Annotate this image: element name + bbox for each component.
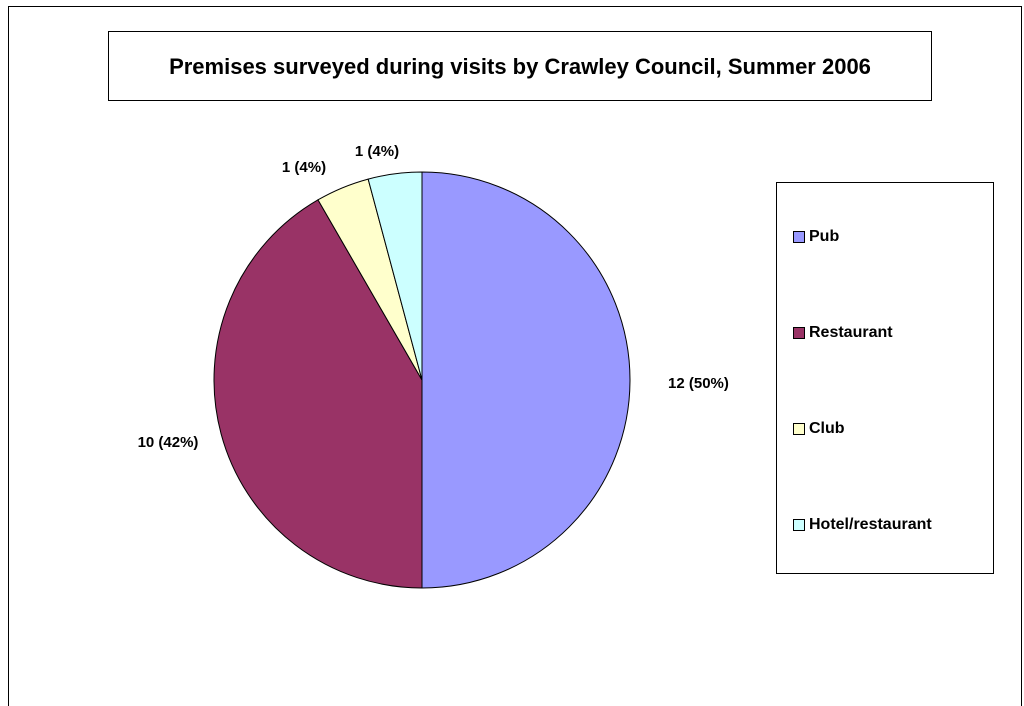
- chart-title: Premises surveyed during visits by Crawl…: [169, 53, 871, 79]
- data-label-restaurant: 10 (42%): [138, 434, 199, 451]
- legend-swatch-restaurant: [793, 327, 805, 339]
- legend-swatch-hotel-restaurant: [793, 519, 805, 531]
- data-label-pub: 12 (50%): [668, 375, 729, 392]
- legend-item-pub: Pub: [793, 227, 839, 247]
- data-label-club: 1 (4%): [282, 159, 326, 176]
- legend-label-club: Club: [809, 420, 845, 437]
- legend-swatch-club: [793, 423, 805, 435]
- legend-label-pub: Pub: [809, 228, 840, 245]
- data-label-hotel-restaurant: 1 (4%): [355, 143, 399, 160]
- chart-title-box: Premises surveyed during visits by Crawl…: [108, 31, 932, 101]
- pie-slice-pub: [421, 171, 631, 589]
- legend-item-hotel-restaurant: Hotel/restaurant: [793, 515, 932, 535]
- pie-slice-restaurant: [213, 199, 423, 589]
- chart-area: [8, 6, 1022, 706]
- legend-label-restaurant: Restaurant: [809, 324, 893, 341]
- legend-label-hotel-restaurant: Hotel/restaurant: [809, 516, 932, 533]
- legend: Pub Restaurant Club Hotel/restaurant: [776, 182, 994, 574]
- pie-data-labels: 12 (50%) 10 (42%) 1 (4%) 1 (4%): [138, 143, 729, 451]
- pie-slice-hotel-restaurant: [367, 171, 423, 381]
- legend-swatch-pub: [793, 231, 805, 243]
- pie-slices: [213, 171, 631, 589]
- legend-item-restaurant: Restaurant: [793, 323, 893, 343]
- legend-item-club: Club: [793, 419, 845, 439]
